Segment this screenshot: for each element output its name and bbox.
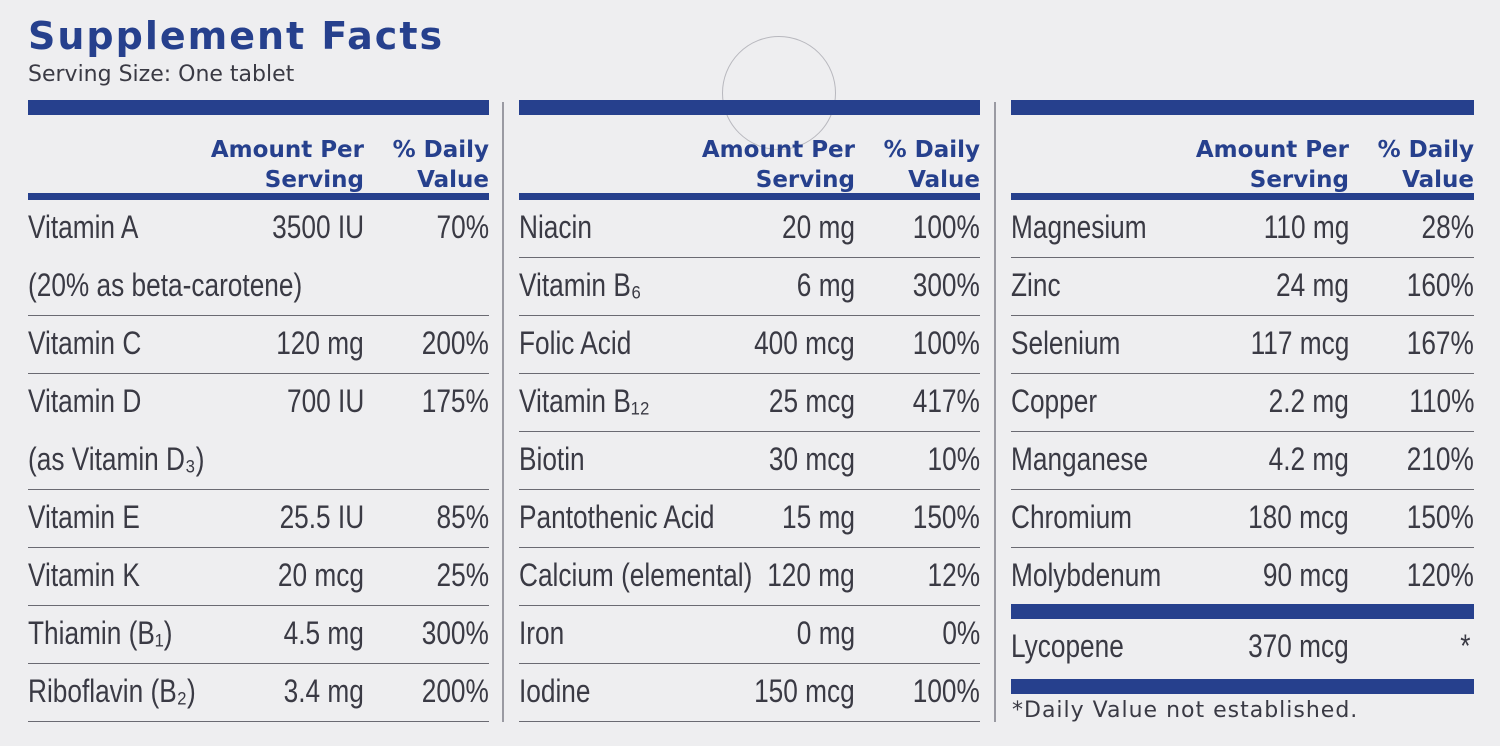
- header-bar: [519, 100, 980, 115]
- nutrient-row: Biotin 30 mcg 10%: [519, 432, 980, 490]
- nutrient-row: Molybdenum 90 mcg 120%: [1011, 557, 1474, 593]
- nutrient-row: Thiamin (B₁) 4.5 mg 300%: [28, 606, 489, 664]
- nutrient-row: Folic Acid 400 mcg 100%: [519, 316, 980, 374]
- serving-size: Serving Size: One tablet: [28, 62, 295, 87]
- header-rule: [28, 193, 489, 200]
- nutrient-row-lycopene: Lycopene 370 mcg *: [1011, 628, 1470, 664]
- nutrient-row: Copper 2.2 mg 110%: [1011, 374, 1474, 432]
- facts-column-2: Amount Per Serving % Daily Value Niacin 20 …: [519, 100, 980, 722]
- column-header: Amount Per Serving % Daily Value: [28, 115, 489, 193]
- daily-value-header: % Daily Value: [883, 137, 980, 193]
- nutrient-row: Calcium (elemental) 120 mg 12%: [519, 548, 980, 606]
- header-bar: [1011, 100, 1474, 115]
- nutrient-row: Pantothenic Acid 15 mg 150%: [519, 490, 980, 548]
- nutrient-row: Vitamin A 3500 IU 70%: [28, 209, 489, 245]
- header-rule: [1011, 193, 1474, 200]
- column-divider: [502, 102, 504, 722]
- nutrient-row: Iodine 150 mcg 100%: [519, 664, 980, 722]
- facts-column-1: Amount Per Serving % Daily Value Vitamin A…: [28, 100, 489, 722]
- nutrient-row: Vitamin C 120 mg 200%: [28, 316, 489, 374]
- nutrient-row: Riboflavin (B₂) 3.4 mg 200%: [28, 664, 489, 722]
- nutrient-row: (as Vitamin D₃): [28, 432, 489, 490]
- nutrient-row: Magnesium 110 mg 28%: [1011, 200, 1474, 258]
- footnote: *Daily Value not established.: [1012, 698, 1359, 723]
- nutrient-row: Vitamin E 25.5 IU 85%: [28, 490, 489, 548]
- amount-per-serving-header: Amount Per Serving: [701, 137, 855, 193]
- amount-per-serving-header: Amount Per Serving: [1195, 137, 1349, 193]
- nutrient-row: Zinc 24 mg 160%: [1011, 258, 1474, 316]
- nutrient-row: (20% as beta-carotene): [28, 258, 489, 316]
- section-bar: [1011, 604, 1474, 619]
- column-divider: [994, 102, 996, 722]
- header-bar: [28, 100, 489, 115]
- nutrient-row: Vitamin B₁₂ 25 mcg 417%: [519, 374, 980, 432]
- page-title: Supplement Facts: [28, 14, 445, 58]
- header-rule: [519, 193, 980, 200]
- nutrient-row: Chromium 180 mcg 150%: [1011, 490, 1474, 548]
- daily-value-header: % Daily Value: [1377, 137, 1474, 193]
- nutrient-row: Iron 0 mg 0%: [519, 606, 980, 664]
- column-header: Amount Per Serving % Daily Value: [1011, 115, 1474, 193]
- nutrient-row: Vitamin B₆ 6 mg 300%: [519, 258, 980, 316]
- daily-value-header: % Daily Value: [392, 137, 489, 193]
- glare-circle: [722, 36, 836, 150]
- nutrient-row: Selenium 117 mcg 167%: [1011, 316, 1474, 374]
- section-bar: [1011, 679, 1474, 694]
- nutrient-row: Vitamin D 700 IU 175%: [28, 383, 489, 419]
- nutrient-row: Manganese 4.2 mg 210%: [1011, 432, 1474, 490]
- nutrient-row: Niacin 20 mg 100%: [519, 200, 980, 258]
- amount-per-serving-header: Amount Per Serving: [210, 137, 364, 193]
- column-header: Amount Per Serving % Daily Value: [519, 115, 980, 193]
- nutrient-row: Vitamin K 20 mcg 25%: [28, 548, 489, 606]
- facts-column-3: Amount Per Serving % Daily Value Magnesium…: [1011, 100, 1474, 694]
